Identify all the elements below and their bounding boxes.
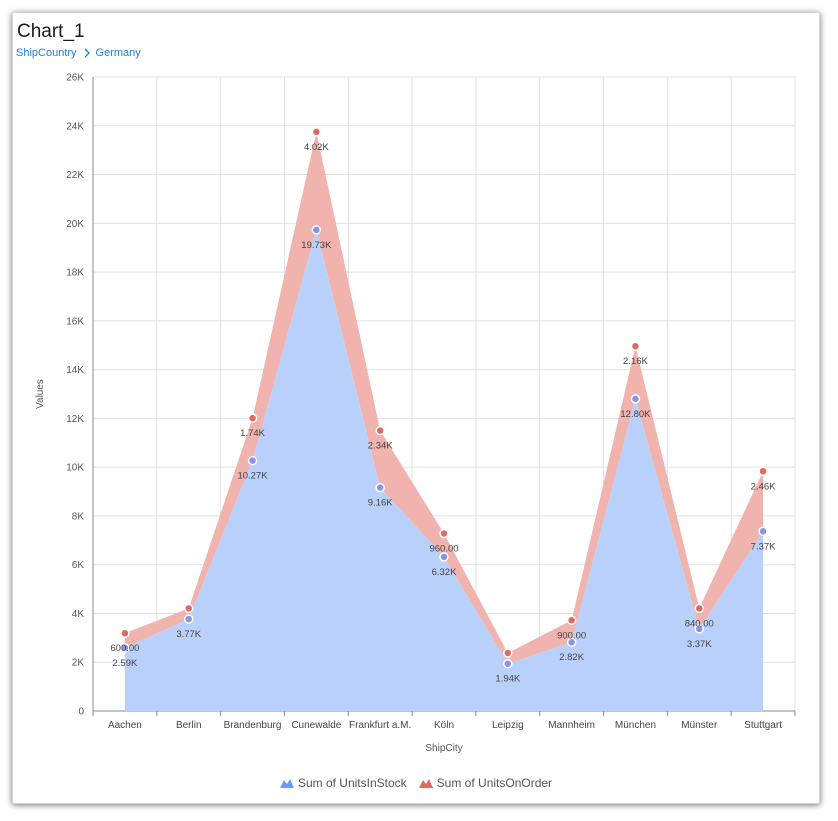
- data-point-units-on-order: [694, 603, 705, 614]
- data-label-units-on-order: 4.02K: [304, 142, 329, 153]
- x-tick-label: Aachen: [108, 720, 142, 731]
- data-point-units-on-order: [183, 603, 194, 614]
- y-tick-label: 20K: [66, 219, 84, 230]
- data-point-units-in-stock: [758, 526, 768, 537]
- data-point-units-on-order: [311, 127, 322, 137]
- y-axis-title: Values: [35, 379, 46, 409]
- breadcrumb-item-germany[interactable]: Germany: [95, 47, 141, 59]
- data-point-units-on-order: [758, 466, 768, 477]
- x-tick-label: Köln: [434, 720, 454, 731]
- data-label-units-on-order: 2.46K: [751, 481, 776, 492]
- data-label-units-on-order: 2.16K: [623, 356, 648, 367]
- chevron-right-icon: [84, 48, 90, 58]
- data-label-units-in-stock: 7.37K: [751, 541, 776, 552]
- y-tick-label: 14K: [66, 365, 84, 376]
- data-label-units-on-order: 1.74K: [240, 428, 265, 439]
- x-tick-label: Münster: [681, 720, 718, 731]
- y-tick-label: 26K: [66, 73, 84, 84]
- y-tick-label: 10K: [66, 463, 84, 474]
- data-label-units-on-order: 900.00: [557, 630, 586, 641]
- data-point-units-in-stock: [566, 637, 577, 647]
- data-label-units-in-stock: 19.73K: [301, 240, 332, 251]
- data-label-units-on-order: 840.00: [685, 618, 714, 629]
- data-point-units-in-stock: [375, 482, 385, 493]
- y-tick-label: 0: [78, 707, 84, 718]
- data-point-units-in-stock: [503, 658, 513, 669]
- series-area-units-in-stock: [124, 229, 764, 711]
- y-tick-label: 12K: [66, 414, 84, 425]
- x-tick-label: Leipzig: [492, 720, 524, 731]
- legend-item-units-in-stock[interactable]: Sum of UnitsInStock: [279, 776, 407, 790]
- y-tick-label: 2K: [72, 658, 85, 669]
- chart-title: Chart_1: [17, 21, 85, 42]
- data-point-units-on-order: [566, 615, 577, 626]
- data-point-units-in-stock: [183, 614, 194, 624]
- data-label-units-in-stock: 12.80K: [620, 409, 651, 420]
- area-chart: 0 2K 4K 6K 8K 10K 12K 14K 16K 18K 20K 22K 24K 26K 600.…: [35, 73, 796, 754]
- data-label-units-in-stock: 3.77K: [176, 629, 201, 640]
- data-label-units-in-stock: 2.82K: [559, 652, 584, 663]
- data-label-units-on-order: 960.00: [429, 543, 458, 554]
- data-label-units-in-stock: 3.37K: [687, 639, 712, 650]
- data-point-units-in-stock: [120, 643, 130, 653]
- data-label-units-on-order: 600.00: [110, 643, 139, 654]
- chart-card: Chart_1 ShipCountry Germany 0 2K 4K 6K 8K 10K…: [12, 12, 820, 804]
- data-label-units-in-stock: 9.16K: [368, 498, 393, 509]
- data-point-units-in-stock: [439, 552, 449, 562]
- data-point-units-in-stock: [630, 394, 641, 404]
- legend-label-units-on-order: Sum of UnitsOnOrder: [436, 776, 553, 790]
- legend: Sum of UnitsInStock Sum of UnitsOnOrder: [13, 776, 819, 790]
- data-point-units-in-stock: [247, 455, 258, 466]
- x-tick-label: Berlin: [176, 720, 202, 731]
- data-point-units-on-order: [375, 425, 385, 436]
- x-tick-label: Stuttgart: [744, 720, 782, 731]
- x-tick-label: Cunewalde: [291, 720, 341, 731]
- data-point-units-on-order: [503, 648, 513, 658]
- legend-label-units-in-stock: Sum of UnitsInStock: [297, 776, 407, 790]
- data-point-units-in-stock: [694, 624, 705, 634]
- y-tick-label: 6K: [72, 560, 85, 571]
- data-point-units-on-order: [120, 628, 130, 638]
- data-label-units-in-stock: 2.59K: [112, 658, 137, 669]
- data-label-units-in-stock: 6.32K: [432, 567, 457, 578]
- breadcrumb-item-shipcountry[interactable]: ShipCountry: [16, 47, 77, 59]
- y-tick-label: 4K: [72, 609, 85, 620]
- y-tick-label: 22K: [66, 170, 84, 181]
- data-label-units-in-stock: 1.94K: [495, 674, 520, 685]
- legend-item-units-on-order[interactable]: Sum of UnitsOnOrder: [418, 776, 553, 790]
- area-series-icon: [279, 778, 294, 788]
- data-point-units-in-stock: [311, 225, 322, 235]
- x-tick-label: München: [615, 720, 656, 731]
- x-tick-label: Brandenburg: [224, 720, 282, 731]
- data-label-units-on-order: 2.34K: [368, 441, 393, 452]
- area-series-icon: [418, 778, 433, 788]
- x-tick-label: Mannheim: [548, 720, 595, 731]
- y-tick-label: 8K: [72, 511, 85, 522]
- data-label-units-in-stock: 10.27K: [237, 471, 268, 482]
- x-tick-label: Frankfurt a.M.: [349, 720, 411, 731]
- y-tick-label: 16K: [66, 316, 84, 327]
- data-point-units-on-order: [439, 528, 449, 539]
- data-point-units-on-order: [630, 341, 641, 351]
- y-tick-label: 18K: [66, 268, 84, 279]
- data-point-units-on-order: [247, 413, 258, 423]
- breadcrumb: ShipCountry Germany: [16, 47, 141, 59]
- x-axis-title: ShipCity: [425, 743, 462, 754]
- y-tick-label: 24K: [66, 121, 84, 132]
